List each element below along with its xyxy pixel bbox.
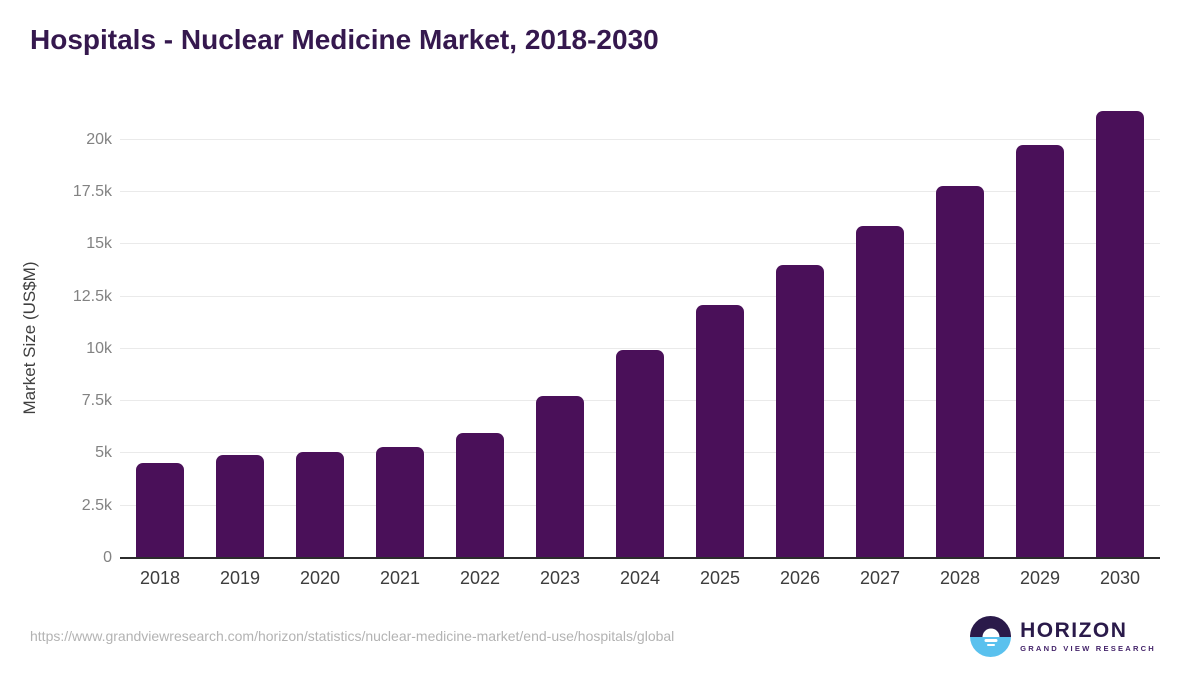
gridline	[120, 191, 1160, 193]
bar-slot	[120, 98, 200, 558]
x-tick-label: 2029	[1019, 568, 1061, 588]
bar-2024	[616, 349, 664, 558]
x-tick-label: 2020	[299, 568, 341, 588]
bar-slot	[280, 98, 360, 558]
bar-2022	[456, 432, 504, 558]
bar-slot	[520, 98, 600, 558]
y-tick-label: 10k	[86, 339, 112, 357]
bar-slot	[440, 98, 520, 558]
logo-tagline: GRAND VIEW RESEARCH	[1020, 644, 1156, 653]
bar-slot	[840, 98, 920, 558]
bar-2018	[136, 462, 184, 558]
horizon-sun-icon	[970, 616, 1012, 657]
x-axis-line	[120, 557, 1160, 559]
x-tick-label: 2025	[699, 568, 741, 588]
y-tick-label: 20k	[86, 130, 112, 148]
bar-slot	[1000, 98, 1080, 558]
y-tick-label: 0	[103, 549, 112, 566]
y-tick-label: 12.5k	[72, 287, 112, 305]
y-tick-label: 17.5k	[72, 183, 112, 201]
y-tick-label: 5k	[95, 444, 112, 462]
bar-2025	[696, 305, 744, 558]
bar-series	[120, 98, 1160, 558]
logo-text: HORIZON GRAND VIEW RESEARCH	[1020, 620, 1156, 653]
bar-slot	[920, 98, 1000, 558]
x-tick-label: 2027	[859, 568, 901, 588]
x-tick-label: 2021	[379, 568, 421, 588]
gridline	[120, 243, 1160, 245]
chart-title: Hospitals - Nuclear Medicine Market, 201…	[30, 24, 659, 55]
bar-2021	[376, 447, 424, 558]
x-tick-label: 2024	[619, 568, 661, 588]
bar-2027	[856, 225, 904, 558]
bar-slot	[600, 98, 680, 558]
y-axis-tick-labels: 0 2.5k 5k 7.5k 10k 12.5k 15k 17.5k 20k	[0, 98, 112, 566]
bar-2029	[1016, 145, 1064, 558]
bar-2023	[536, 395, 584, 558]
x-tick-label: 2023	[539, 568, 581, 588]
source-url: https://www.grandviewresearch.com/horizo…	[30, 628, 675, 644]
x-tick-label: 2028	[939, 568, 981, 588]
bar-slot	[680, 98, 760, 558]
bar-slot	[1080, 98, 1160, 558]
x-axis-tick-labels: 2018 2019 2020 2021 2022 2023 2024 2025 2026 2027…	[120, 568, 1160, 589]
horizon-logo: HORIZON GRAND VIEW RESEARCH	[970, 616, 1156, 657]
bar-2019	[216, 454, 264, 558]
x-tick-label: 2019	[219, 568, 261, 588]
y-tick-label: 7.5k	[81, 392, 112, 410]
gridline	[120, 138, 1160, 140]
bar-2026	[776, 265, 824, 558]
bar-2028	[936, 185, 984, 558]
bar-slot	[760, 98, 840, 558]
x-tick-label: 2022	[459, 568, 501, 588]
x-tick-label: 2030	[1099, 568, 1141, 588]
gridline	[120, 347, 1160, 349]
bar-2030	[1096, 110, 1144, 558]
x-tick-label: 2018	[139, 568, 181, 588]
bar-slot	[360, 98, 440, 558]
x-tick-label: 2026	[779, 568, 821, 588]
logo-name: HORIZON	[1020, 619, 1128, 642]
bar-2020	[296, 452, 344, 558]
gridline	[120, 295, 1160, 297]
y-tick-label: 2.5k	[81, 496, 112, 514]
y-tick-label: 15k	[86, 235, 112, 253]
bar-slot	[200, 98, 280, 558]
plot-area	[120, 98, 1160, 559]
